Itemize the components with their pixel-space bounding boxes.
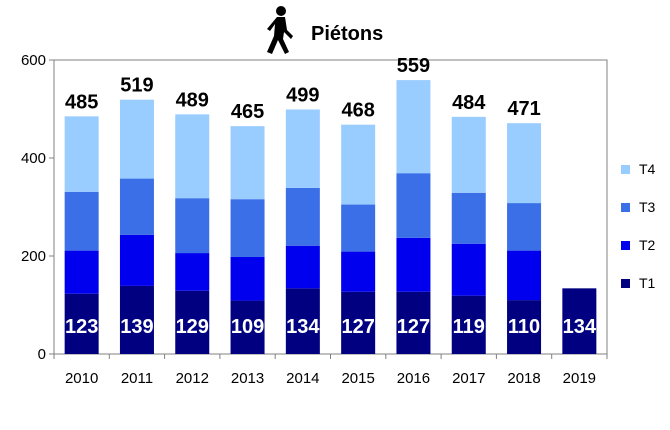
legend-label-t3: T3: [639, 199, 656, 215]
x-tick-label: 2011: [121, 370, 153, 387]
labels-layer: 123 485 139 519 129 489 109 465 134 499 127 468 127 5…: [65, 55, 597, 338]
bar-value-label-t1: 129: [176, 316, 209, 338]
bar-segment-t1-2013: [230, 300, 265, 354]
bar-segment-t4-2017: [451, 116, 486, 193]
bar-value-label-t1: 123: [65, 316, 98, 338]
x-tick-label: 2014: [286, 370, 319, 387]
x-axis: 2010 2011 2012 2013 2014 2015 2016 2017 2018 2019: [53, 354, 608, 387]
legend-label-t2: T2: [639, 237, 656, 253]
y-tick-label: 600: [21, 52, 46, 69]
legend-swatch-t1: [621, 279, 630, 288]
bar-value-label-t1: 127: [397, 316, 430, 338]
legend: T4 T3 T2 T1: [621, 161, 656, 291]
bar-value-label-t1: 134: [563, 316, 597, 338]
bar-segment-t4-2015: [341, 124, 376, 205]
bar-value-label-t1: 109: [231, 316, 264, 338]
bar-value-label-t1: 127: [341, 316, 374, 338]
bar-segment-t1-2019: [562, 288, 597, 354]
bar-segment-t1-2014: [285, 288, 320, 354]
bar-segment-t1-2011: [119, 285, 154, 354]
legend-label-t1: T1: [639, 275, 656, 291]
bar-segment-t4-2011: [119, 99, 154, 179]
bar-segment-t4-2018: [507, 123, 542, 204]
chart-title: Piétons: [311, 23, 383, 45]
y-tick-label: 200: [21, 248, 46, 265]
bar-value-label-t1: 119: [453, 316, 485, 338]
pedestrian-icon: [267, 6, 293, 54]
bar-segment-t1-2010: [64, 293, 99, 354]
bar-segment-t4-2012: [175, 114, 210, 199]
bar-segment-t2-2015: [341, 251, 376, 292]
bar-segment-t4-2014: [285, 109, 320, 188]
bar-segment-t1-2015: [341, 291, 376, 354]
legend-swatch-t2: [621, 241, 630, 250]
x-tick-label: 2015: [341, 370, 374, 387]
x-tick-label: 2017: [452, 370, 485, 387]
bar-segment-t3-2010: [64, 191, 99, 251]
bar-segment-t2-2017: [451, 243, 486, 296]
bar-total-label: 471: [507, 98, 540, 120]
bar-segment-t1-2016: [396, 291, 431, 354]
bar-segment-t2-2018: [507, 250, 542, 301]
chart-title-group: Piétons: [267, 6, 383, 54]
bar-segment-t1-2018: [507, 300, 542, 354]
bar-segment-t3-2011: [119, 178, 154, 235]
y-axis: 0 200 400 600: [21, 52, 54, 363]
x-tick-label: 2012: [176, 370, 209, 387]
bar-total-label: 519: [120, 75, 153, 97]
y-tick-label: 0: [38, 346, 46, 363]
legend-swatch-t4: [621, 165, 630, 174]
bar-segment-t2-2010: [64, 250, 99, 294]
bar-segment-t1-2012: [175, 290, 210, 354]
x-tick-label: 2018: [507, 370, 540, 387]
y-tick-label: 400: [21, 150, 46, 167]
bar-segment-t3-2013: [230, 199, 265, 257]
bar-segment-t2-2014: [285, 245, 320, 289]
bar-total-label: 499: [286, 84, 319, 106]
x-tick-label: 2010: [65, 370, 98, 387]
bars-layer: [64, 80, 597, 354]
bar-value-label-t1: 139: [120, 316, 153, 338]
x-tick-label: 2019: [563, 370, 596, 387]
bar-segment-t3-2018: [507, 203, 542, 251]
bar-segment-t3-2014: [285, 187, 320, 246]
bar-segment-t2-2011: [119, 234, 154, 286]
bar-segment-t4-2010: [64, 116, 99, 192]
bar-segment-t2-2016: [396, 237, 431, 292]
bar-total-label: 559: [397, 55, 430, 77]
bar-segment-t3-2017: [451, 192, 486, 244]
bar-total-label: 468: [341, 100, 374, 122]
bar-segment-t4-2013: [230, 126, 265, 200]
bar-segment-t3-2016: [396, 173, 431, 238]
bar-total-label: 465: [231, 101, 264, 123]
bar-segment-t3-2012: [175, 198, 210, 254]
x-tick-label: 2013: [231, 370, 264, 387]
legend-swatch-t3: [621, 203, 630, 212]
bar-segment-t1-2017: [451, 295, 486, 354]
bar-value-label-t1: 110: [508, 316, 540, 338]
x-tick-label: 2016: [397, 370, 430, 387]
legend-label-t4: T4: [639, 161, 656, 177]
bar-segment-t2-2012: [175, 253, 210, 291]
bar-total-label: 485: [65, 91, 98, 113]
bar-segment-t2-2013: [230, 256, 265, 301]
bar-segment-t3-2015: [341, 204, 376, 252]
bar-segment-t4-2016: [396, 80, 431, 174]
bar-total-label: 489: [176, 89, 209, 111]
bar-value-label-t1: 134: [286, 316, 320, 338]
bar-total-label: 484: [452, 92, 486, 114]
